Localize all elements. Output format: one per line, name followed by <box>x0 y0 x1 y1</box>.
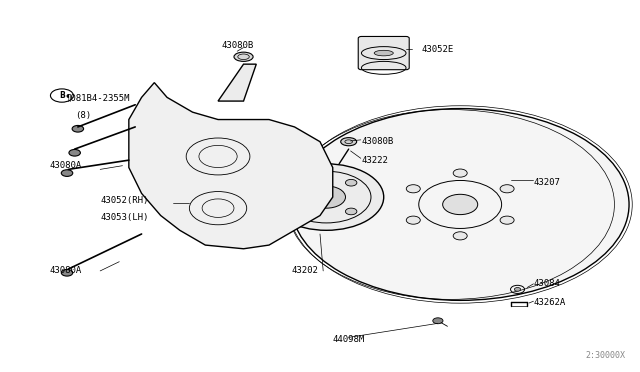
Text: 43207: 43207 <box>534 178 561 187</box>
Text: 43262A: 43262A <box>534 298 566 307</box>
Text: 43080A: 43080A <box>49 266 81 275</box>
Circle shape <box>69 150 81 156</box>
Circle shape <box>51 89 74 102</box>
Ellipse shape <box>307 186 346 208</box>
Text: B: B <box>59 91 65 100</box>
Circle shape <box>72 125 84 132</box>
Ellipse shape <box>346 208 357 215</box>
Text: 2:30000X: 2:30000X <box>586 350 626 359</box>
Text: 43084: 43084 <box>534 279 561 288</box>
Ellipse shape <box>296 179 307 186</box>
Ellipse shape <box>269 164 384 230</box>
FancyBboxPatch shape <box>358 36 409 70</box>
Text: 43052(RH): 43052(RH) <box>100 196 148 205</box>
Polygon shape <box>129 83 333 249</box>
Text: 43080A: 43080A <box>49 161 81 170</box>
Circle shape <box>61 269 73 276</box>
Text: ¶081B4-2355M: ¶081B4-2355M <box>65 93 130 102</box>
Text: (8): (8) <box>75 111 91 121</box>
Text: 43053(LH): 43053(LH) <box>100 213 148 222</box>
Text: 44098M: 44098M <box>333 335 365 344</box>
Ellipse shape <box>500 185 514 193</box>
Ellipse shape <box>296 208 307 215</box>
Ellipse shape <box>374 50 394 56</box>
Text: 43202: 43202 <box>291 266 318 275</box>
Text: 43080B: 43080B <box>362 137 394 146</box>
Ellipse shape <box>515 288 521 291</box>
Ellipse shape <box>500 216 514 224</box>
Text: 43052E: 43052E <box>422 45 454 54</box>
Ellipse shape <box>406 185 420 193</box>
Ellipse shape <box>453 232 467 240</box>
Ellipse shape <box>406 216 420 224</box>
Ellipse shape <box>340 138 356 146</box>
Ellipse shape <box>453 169 467 177</box>
Polygon shape <box>218 64 256 101</box>
Circle shape <box>61 170 73 176</box>
Circle shape <box>433 318 443 324</box>
Text: 43222: 43222 <box>362 155 388 165</box>
Text: 43080B: 43080B <box>221 41 253 50</box>
Ellipse shape <box>234 52 253 61</box>
Ellipse shape <box>346 179 357 186</box>
Ellipse shape <box>291 109 629 300</box>
Ellipse shape <box>443 194 477 215</box>
